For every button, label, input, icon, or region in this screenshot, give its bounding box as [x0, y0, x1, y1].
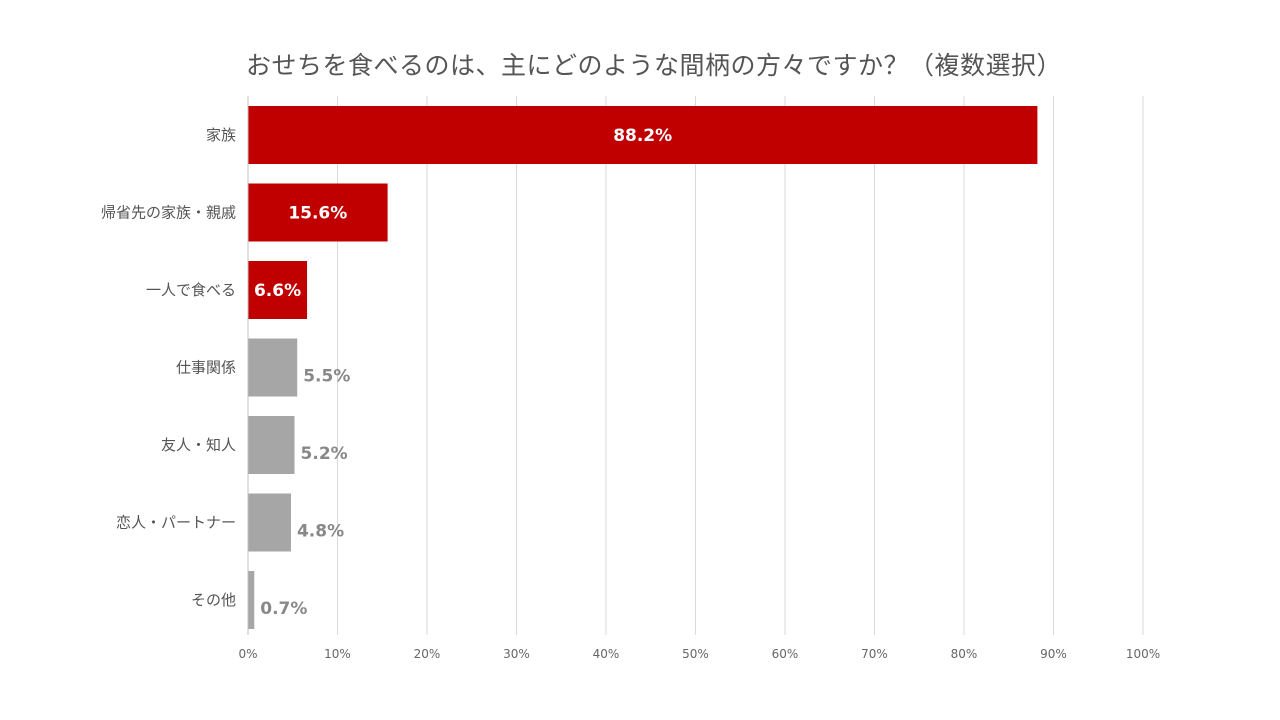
category-label: 友人・知人 — [161, 436, 236, 454]
data-label: 4.8% — [297, 522, 344, 542]
data-label: 6.6% — [254, 281, 301, 301]
category-label: 恋人・パートナー — [116, 514, 236, 532]
data-label: 88.2% — [613, 126, 672, 146]
data-label: 5.5% — [303, 367, 350, 387]
category-label: 家族 — [206, 126, 236, 144]
bar — [248, 106, 1038, 164]
bar — [248, 493, 291, 552]
bar — [248, 338, 298, 397]
x-tick-label: 50% — [682, 647, 709, 661]
bar — [248, 261, 308, 319]
category-label: 帰省先の家族・親戚 — [101, 204, 236, 222]
bar — [248, 183, 388, 242]
data-label: 0.7% — [260, 599, 307, 619]
x-tick-label: 0% — [238, 647, 257, 661]
x-tick-label: 10% — [324, 647, 351, 661]
category-label: 仕事関係 — [176, 359, 236, 377]
x-tick-label: 60% — [772, 647, 799, 661]
data-label: 15.6% — [288, 204, 347, 224]
x-tick-label: 80% — [951, 647, 978, 661]
x-tick-label: 70% — [861, 647, 888, 661]
chart-title: おせちを食べるのは、主にどのような間柄の方々ですか？（複数選択） — [246, 51, 1063, 80]
data-label: 5.2% — [301, 444, 348, 464]
x-tick-label: 20% — [414, 647, 441, 661]
x-tick-label: 90% — [1040, 647, 1067, 661]
x-tick-label: 100% — [1126, 647, 1160, 661]
category-label: 一人で食べる — [146, 281, 236, 299]
x-tick-label: 40% — [593, 647, 620, 661]
x-tick-label: 30% — [503, 647, 530, 661]
bar — [248, 571, 255, 629]
category-label: その他 — [191, 591, 236, 609]
bar — [248, 416, 295, 474]
